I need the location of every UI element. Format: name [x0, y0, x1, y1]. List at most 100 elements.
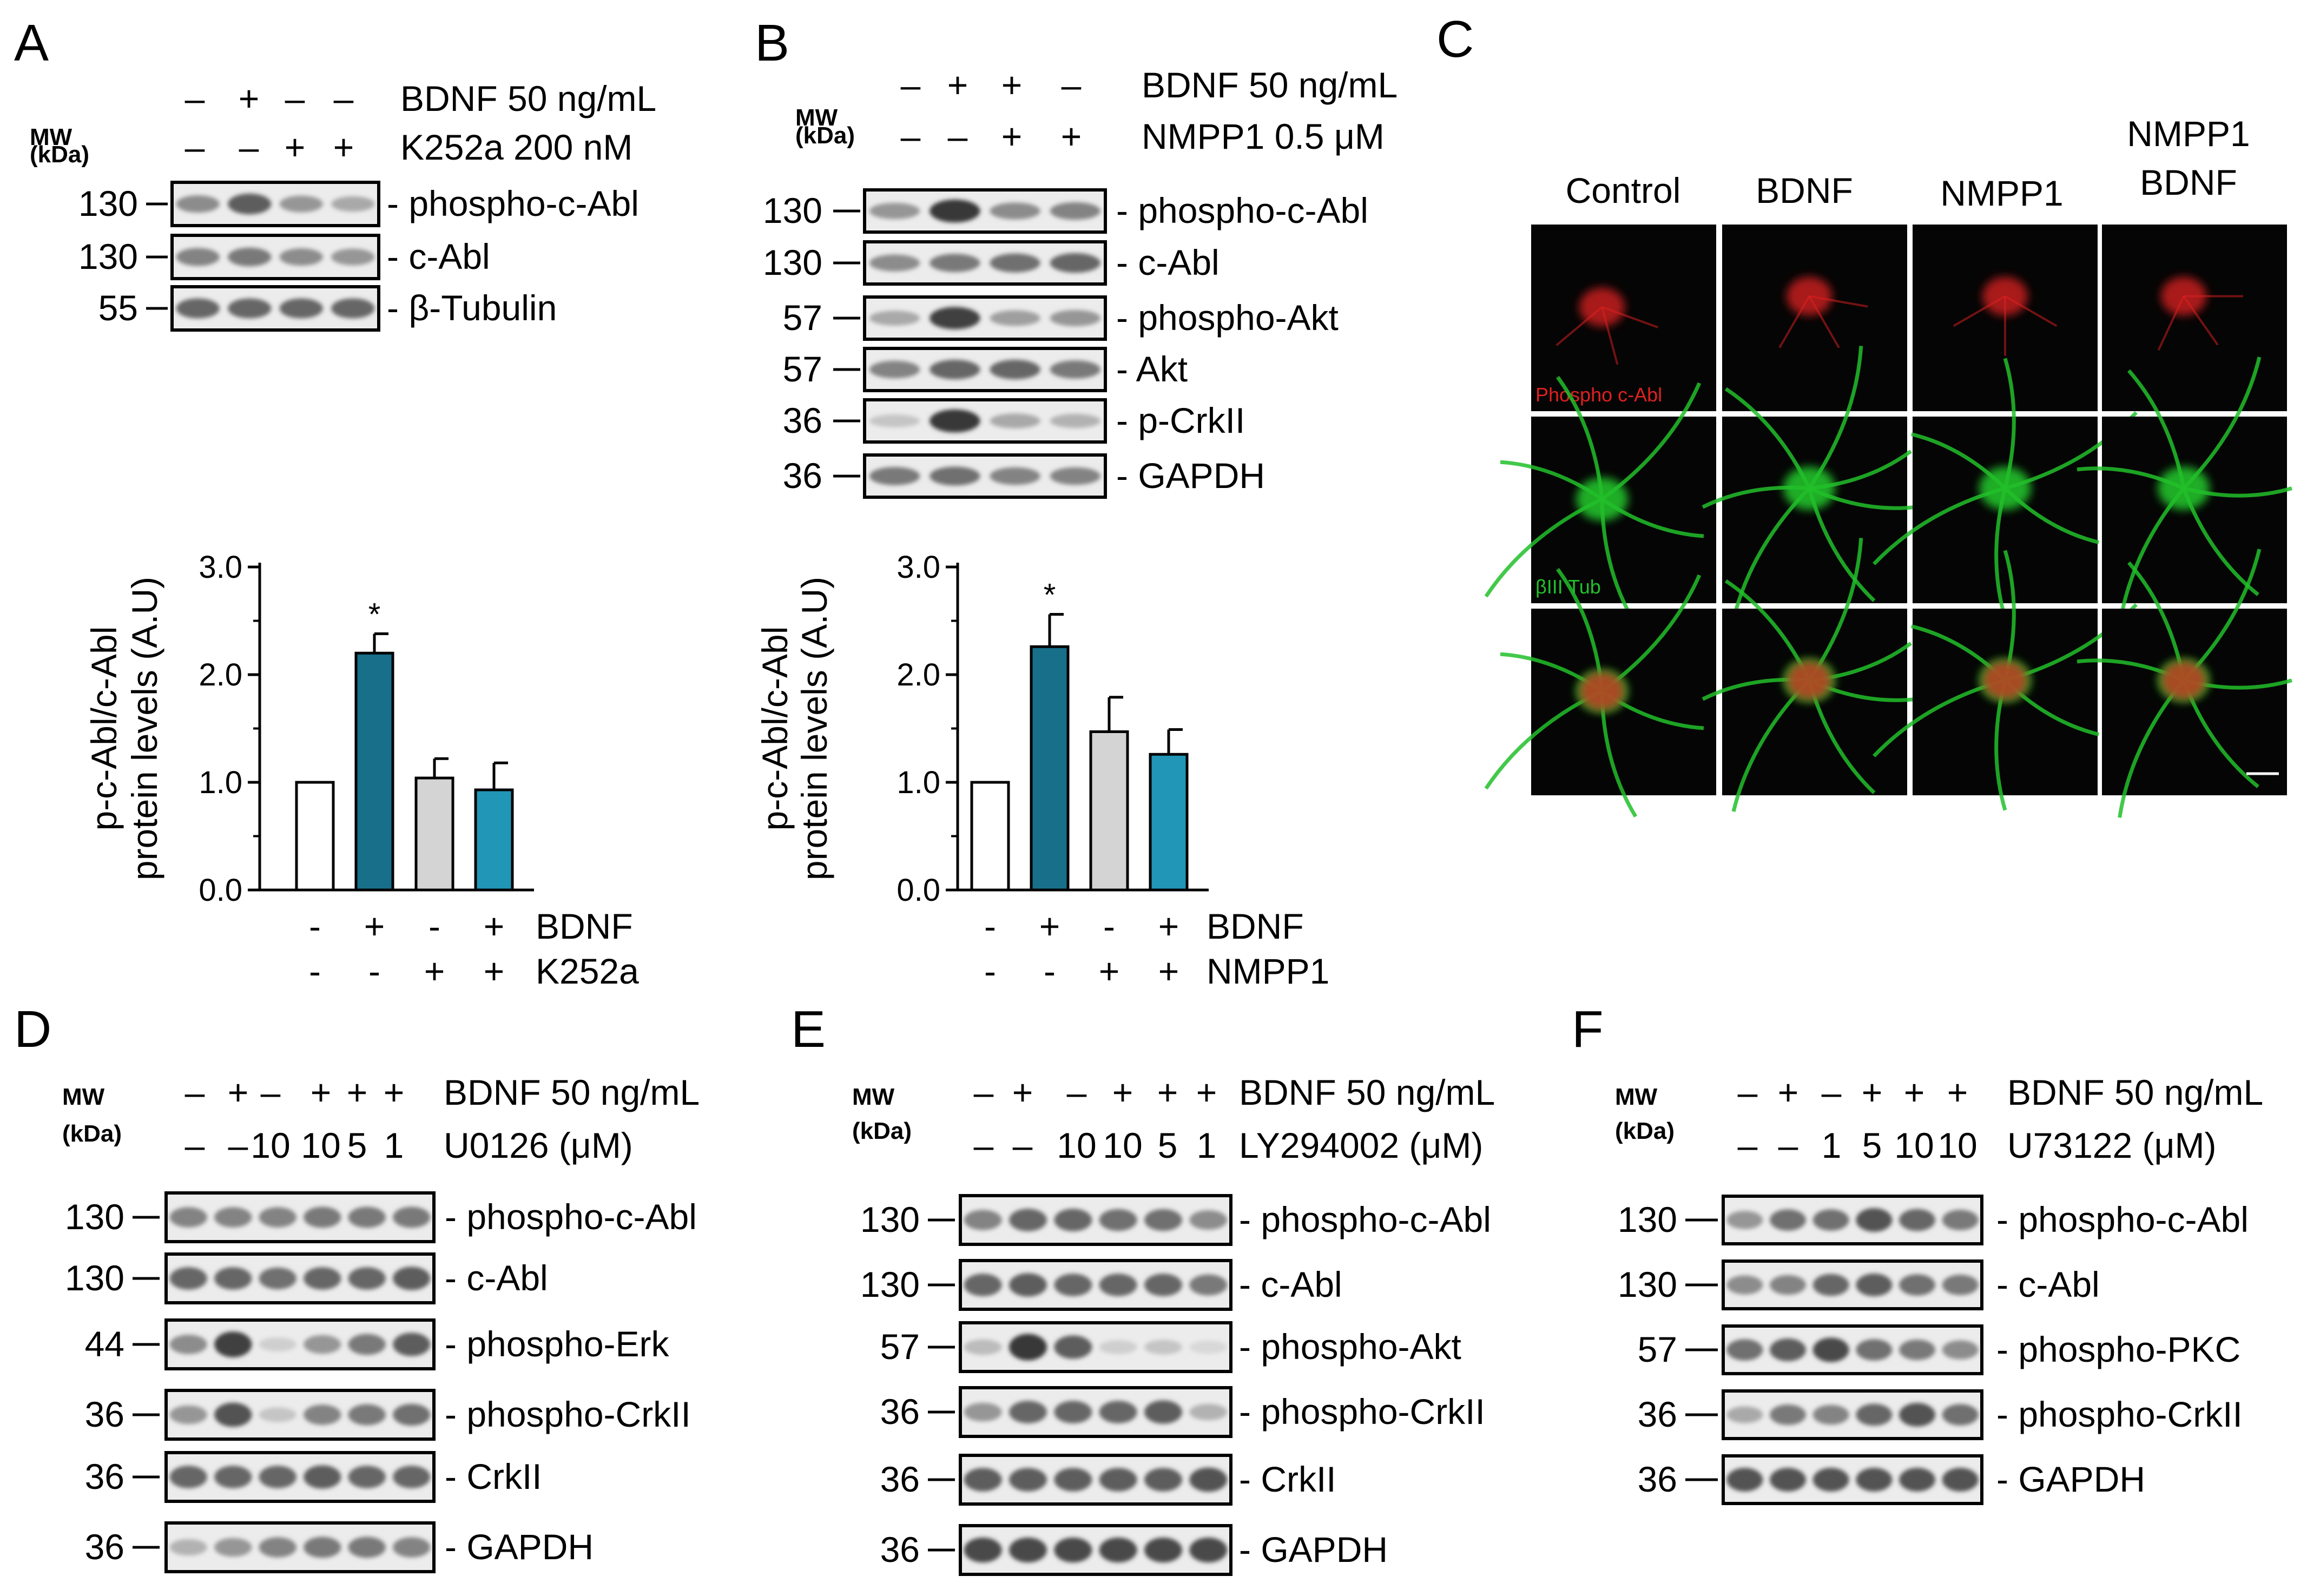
- panel-letter-f: F: [1572, 1000, 1604, 1058]
- panel-a-lane-sign: –: [185, 127, 205, 167]
- panel-d-lane-sign: 5: [347, 1125, 367, 1165]
- panel-f-lane-sign: +: [1904, 1072, 1925, 1112]
- panel-a-blot-label: - c-Abl: [387, 236, 490, 276]
- panel-f-blot-phospho-c-abl-band: [1856, 1208, 1893, 1232]
- micrograph-background: [2102, 225, 2287, 411]
- panel-e-blot-phospho-crkii-band: [1054, 1401, 1092, 1423]
- panel-d-lane-sign: +: [311, 1072, 332, 1112]
- panel-d-blot-phospho-c-abl-band: [214, 1207, 252, 1228]
- chart-b-y-tick-label: 0.0: [897, 873, 940, 908]
- panel-b-lane-sign: +: [947, 65, 968, 105]
- panel-e-lane-sign: +: [1196, 1072, 1217, 1112]
- chart-b-bar: [1030, 645, 1070, 892]
- panel-e-blot-phospho-c-abl-band: [1009, 1209, 1047, 1231]
- panel-f-blot-c-abl-band: [1726, 1275, 1763, 1295]
- panel-e-blot-phospho-crkii-band: [1009, 1401, 1047, 1423]
- panel-d-blot-crkii-band: [304, 1465, 341, 1489]
- chart-b-bar: [1089, 730, 1129, 892]
- micrograph-tile: [1484, 568, 1716, 818]
- panel-f-blot-c-abl-band: [1812, 1274, 1849, 1296]
- panel-d-blot-phospho-c-abl-band: [169, 1207, 207, 1228]
- panel-b-blot-c-abl-band: [1050, 253, 1101, 273]
- panel-d-blot-label: - CrkII: [445, 1456, 542, 1496]
- panel-b-lane-sign: –: [1062, 65, 1082, 105]
- panel-d-mw-value: 36: [85, 1394, 124, 1434]
- panel-a-blot-tubulin-band: [331, 298, 375, 319]
- panel-d-blot-gapdh-band: [169, 1539, 207, 1556]
- panel-e-mw-value: 36: [880, 1529, 920, 1569]
- panel-b-blot-c-abl-band: [930, 254, 980, 272]
- panel-e-blot-phospho-c-abl-band: [1189, 1210, 1228, 1230]
- panel-d-blot-phospho-c-abl-band: [348, 1206, 386, 1228]
- panel-letter-d: D: [14, 1000, 51, 1058]
- panel-e-lane-sign: +: [1157, 1072, 1178, 1112]
- panel-e-blot-phospho-akt-band: [1144, 1340, 1182, 1355]
- neurite-red: [1601, 306, 1619, 365]
- panel-e-blot-phospho-c-abl-band: [964, 1210, 1002, 1230]
- bar-chart-b: 0.0 1.0 2.0 3.0 p-c-Abl/c-Abl protein levels …: [755, 550, 1329, 991]
- panel-f-lane-sign: –: [1822, 1072, 1842, 1112]
- panel-f-blot-gapdh: [1722, 1454, 1983, 1505]
- neuron-soma-green: [1576, 477, 1628, 521]
- western-blot-e: MW(kDa)– + – + + + BDNF 50 ng/mL– –10 10 5 1 LY2940…: [852, 1072, 1495, 1576]
- panel-d-blot-phospho-crkii-band: [169, 1405, 207, 1424]
- panel-f-lane-sign: –: [1778, 1125, 1798, 1165]
- panel-e-mw-value: 130: [860, 1264, 920, 1304]
- micrograph-tile: [2077, 357, 2292, 626]
- micrograph-tile: [1702, 346, 1916, 620]
- panel-e-blot-gapdh-band: [1099, 1537, 1137, 1563]
- panel-d-blot-c-abl-band: [169, 1267, 207, 1290]
- panel-c-column-label: BDNF: [1756, 170, 1853, 210]
- panel-e-lane-sign: 10: [1103, 1125, 1142, 1165]
- panel-e-blot-gapdh-band: [1144, 1537, 1182, 1563]
- panel-a-blot-c-abl-band: [176, 248, 220, 266]
- panel-a-lane-sign: +: [285, 127, 306, 167]
- panel-a-mw-value: 130: [78, 183, 138, 223]
- panel-e-blot-c-abl-band: [1009, 1273, 1047, 1297]
- chart-a-y-tick-label: 1.0: [199, 765, 242, 800]
- panel-d-blot-phospho-c-abl-band: [259, 1207, 296, 1228]
- neurite-red: [2004, 295, 2058, 327]
- panel-d-blot-phospho-crkii-band: [259, 1407, 296, 1422]
- panel-b-blot-akt-band: [990, 359, 1040, 380]
- panel-f-blot-phospho-pkc-band: [1726, 1339, 1763, 1361]
- panel-a-blot-phospho-c-abl-band: [176, 195, 220, 213]
- panel-d-blot-phospho-crkii-band: [214, 1402, 252, 1427]
- panel-e-blot-c-abl-band: [964, 1274, 1002, 1296]
- panel-letter-b: B: [755, 14, 789, 72]
- panel-d-blot-crkii-band: [259, 1466, 296, 1488]
- micrograph-tile: [1913, 225, 2098, 411]
- neurite-red: [2183, 295, 2219, 346]
- panel-a-lane-sign: –: [334, 78, 354, 118]
- panel-f-blot-phospho-crkii-band: [1726, 1406, 1763, 1423]
- panel-b-mw-value: 57: [783, 298, 822, 338]
- panel-e-lane-sign: –: [1067, 1072, 1087, 1112]
- panel-b-lane-sign: +: [1061, 116, 1082, 156]
- microscopy-panel-c: Control BDNF NMPP1 NMPP1 BDNF Phospho c-AblβI…: [1484, 114, 2292, 818]
- chart-a-condition-sign: -: [309, 951, 321, 991]
- panel-c-column-label: NMPP1: [2127, 114, 2250, 154]
- panel-b-blot-gapdh-band: [930, 466, 980, 486]
- panel-d-blot-crkii-band: [393, 1466, 431, 1488]
- panel-e-mw-header: MW: [852, 1084, 895, 1110]
- panel-b-blot-p-crkii-band: [869, 414, 920, 427]
- panel-e-blot-phospho-akt-band: [1099, 1340, 1137, 1354]
- panel-d-blot-crkii-band: [348, 1466, 386, 1488]
- panel-e-blot-gapdh-band: [1189, 1537, 1228, 1563]
- panel-b-blot-p-crkii-band: [930, 409, 980, 433]
- panel-d-mw-value: 36: [85, 1527, 124, 1567]
- panel-d-blot-phospho-c-abl-band: [304, 1206, 341, 1228]
- panel-a-blot-c-abl-band: [331, 248, 375, 266]
- panel-e-blot-c-abl: [959, 1259, 1232, 1311]
- panel-d-blot-c-abl-band: [348, 1267, 386, 1290]
- panel-b-blot-label: - GAPDH: [1116, 456, 1265, 496]
- panel-e-blot-phospho-crkii: [959, 1386, 1232, 1438]
- chart-b-condition-label: BDNF: [1207, 906, 1304, 946]
- micrograph-tile: [1702, 538, 1916, 812]
- panel-a-blot-tubulin-band: [279, 298, 323, 319]
- panel-b-blot-gapdh-band: [1050, 467, 1101, 485]
- panel-f-blot-gapdh-band: [1726, 1468, 1763, 1492]
- panel-e-blot-c-abl-band: [1189, 1274, 1228, 1296]
- micrograph-tile: [2102, 225, 2287, 411]
- panel-d-mw-value: 36: [85, 1456, 124, 1496]
